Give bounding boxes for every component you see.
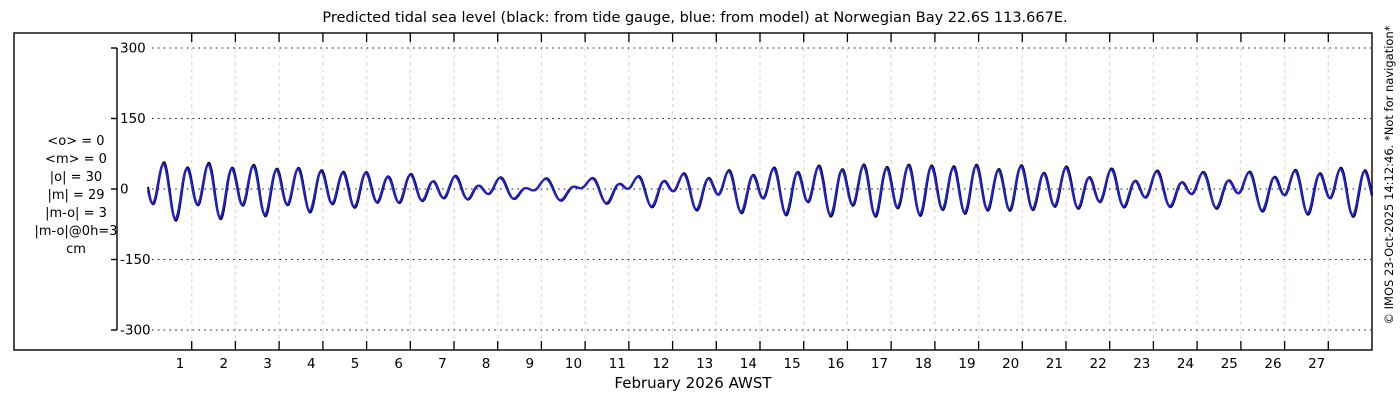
day-tick-label: 19 (958, 356, 975, 372)
stats-line: <m> = 0 (45, 152, 107, 167)
y-tick-label: -300 (120, 323, 151, 339)
stats-line: cm (66, 242, 86, 257)
day-tick-label: 2 (220, 356, 229, 372)
x-axis-title: February 2026 AWST (614, 374, 772, 392)
day-tick-label: 21 (1046, 356, 1063, 372)
day-tick-label: 10 (565, 356, 582, 372)
day-tick-label: 18 (915, 356, 932, 372)
day-tick-label: 4 (307, 356, 316, 372)
day-tick-label: 16 (827, 356, 844, 372)
day-tick-label: 12 (652, 356, 669, 372)
day-tick-label: 6 (394, 356, 403, 372)
y-tick-label: 150 (120, 111, 146, 127)
copyright-watermark: © IMOS 23-Oct-2025 14:12:46. *Not for na… (1382, 25, 1396, 325)
day-tick-label: 5 (351, 356, 360, 372)
day-tick-label: 20 (1002, 356, 1019, 372)
day-tick-label: 25 (1221, 356, 1238, 372)
day-tick-label: 8 (482, 356, 491, 372)
day-tick-label: 1 (176, 356, 185, 372)
stats-line: |o| = 30 (49, 170, 103, 185)
day-tick-label: 23 (1133, 356, 1150, 372)
y-tick-label: 300 (120, 41, 146, 57)
day-tick-label: 13 (696, 356, 713, 372)
y-tick-label: -150 (120, 252, 151, 268)
stats-line: |m-o| = 3 (45, 206, 107, 221)
day-tick-label: 15 (784, 356, 801, 372)
day-tick-label: 9 (526, 356, 535, 372)
plot-border (13, 32, 1373, 351)
day-tick-label: 7 (438, 356, 447, 372)
day-tick-label: 26 (1264, 356, 1281, 372)
day-tick-label: 14 (740, 356, 757, 372)
y-tick-label: 0 (120, 182, 129, 198)
stats-line: |m-o|@0h=3 (34, 224, 118, 239)
day-tick-label: 17 (871, 356, 888, 372)
day-tick-label: 3 (263, 356, 272, 372)
day-tick-label: 24 (1177, 356, 1194, 372)
chart-title: Predicted tidal sea level (black: from t… (322, 10, 1068, 26)
stats-line: <o> = 0 (47, 134, 105, 149)
day-tick-label: 11 (609, 356, 626, 372)
stats-block: <o> = 0 <m> = 0 |o| = 30 |m| = 29 |m-o| = 3 |… (0, 133, 152, 259)
day-tick-label: 22 (1090, 356, 1107, 372)
model-tide-curve (146, 162, 1374, 220)
day-tick-label: 27 (1308, 356, 1325, 372)
stats-line: |m| = 29 (47, 188, 105, 203)
